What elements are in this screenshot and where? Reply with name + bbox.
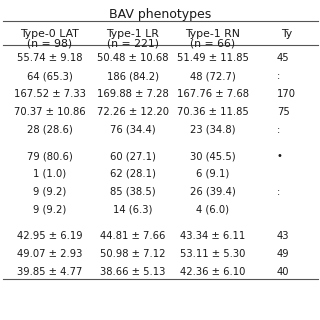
Text: 49: 49 — [277, 249, 289, 259]
Text: 70.36 ± 11.85: 70.36 ± 11.85 — [177, 107, 249, 117]
Text: 76 (34.4): 76 (34.4) — [110, 124, 156, 134]
Text: 39.85 ± 4.77: 39.85 ± 4.77 — [17, 267, 82, 277]
Text: 6 (9.1): 6 (9.1) — [196, 169, 229, 179]
Text: 170: 170 — [277, 89, 296, 99]
Text: :: : — [277, 71, 280, 81]
Text: •: • — [277, 151, 283, 161]
Text: 42.95 ± 6.19: 42.95 ± 6.19 — [17, 231, 83, 241]
Text: 50.48 ± 10.68: 50.48 ± 10.68 — [97, 53, 169, 63]
Text: 62 (28.1): 62 (28.1) — [110, 169, 156, 179]
Text: 28 (28.6): 28 (28.6) — [27, 124, 72, 134]
Text: 9 (9.2): 9 (9.2) — [33, 204, 66, 214]
Text: 43: 43 — [277, 231, 289, 241]
Text: 85 (38.5): 85 (38.5) — [110, 187, 156, 197]
Text: 40: 40 — [277, 267, 289, 277]
Text: 50.98 ± 7.12: 50.98 ± 7.12 — [100, 249, 165, 259]
Text: 44.81 ± 7.66: 44.81 ± 7.66 — [100, 231, 165, 241]
Text: 9 (9.2): 9 (9.2) — [33, 187, 66, 197]
Text: 51.49 ± 11.85: 51.49 ± 11.85 — [177, 53, 249, 63]
Text: :: : — [277, 187, 280, 197]
Text: 55.74 ± 9.18: 55.74 ± 9.18 — [17, 53, 82, 63]
Text: 60 (27.1): 60 (27.1) — [110, 151, 156, 161]
Text: 45: 45 — [277, 53, 289, 63]
Text: 26 (39.4): 26 (39.4) — [190, 187, 236, 197]
Text: 1 (1.0): 1 (1.0) — [33, 169, 66, 179]
Text: 79 (80.6): 79 (80.6) — [27, 151, 72, 161]
Text: 167.52 ± 7.33: 167.52 ± 7.33 — [14, 89, 85, 99]
Text: 64 (65.3): 64 (65.3) — [27, 71, 72, 81]
Text: 14 (6.3): 14 (6.3) — [113, 204, 153, 214]
Text: (n = 98): (n = 98) — [27, 38, 72, 48]
Text: 48 (72.7): 48 (72.7) — [190, 71, 236, 81]
Text: 4 (6.0): 4 (6.0) — [196, 204, 229, 214]
Text: 70.37 ± 10.86: 70.37 ± 10.86 — [14, 107, 85, 117]
Text: 30 (45.5): 30 (45.5) — [190, 151, 236, 161]
Text: 42.36 ± 6.10: 42.36 ± 6.10 — [180, 267, 245, 277]
Text: 38.66 ± 5.13: 38.66 ± 5.13 — [100, 267, 165, 277]
Text: BAV phenotypes: BAV phenotypes — [109, 8, 211, 21]
Text: :: : — [277, 124, 280, 134]
Text: 43.34 ± 6.11: 43.34 ± 6.11 — [180, 231, 245, 241]
Text: (n = 221): (n = 221) — [107, 38, 159, 48]
Text: 49.07 ± 2.93: 49.07 ± 2.93 — [17, 249, 82, 259]
Text: 186 (84.2): 186 (84.2) — [107, 71, 159, 81]
Text: (n = 66): (n = 66) — [190, 38, 236, 48]
Text: 53.11 ± 5.30: 53.11 ± 5.30 — [180, 249, 245, 259]
Text: Type-1 LR: Type-1 LR — [106, 29, 159, 39]
Text: Type-1 RN: Type-1 RN — [185, 29, 240, 39]
Text: 169.88 ± 7.28: 169.88 ± 7.28 — [97, 89, 169, 99]
Text: 23 (34.8): 23 (34.8) — [190, 124, 236, 134]
Text: 167.76 ± 7.68: 167.76 ± 7.68 — [177, 89, 249, 99]
Text: Type-0 LAT: Type-0 LAT — [20, 29, 79, 39]
Text: 75: 75 — [277, 107, 290, 117]
Text: Ty: Ty — [281, 29, 292, 39]
Text: 72.26 ± 12.20: 72.26 ± 12.20 — [97, 107, 169, 117]
